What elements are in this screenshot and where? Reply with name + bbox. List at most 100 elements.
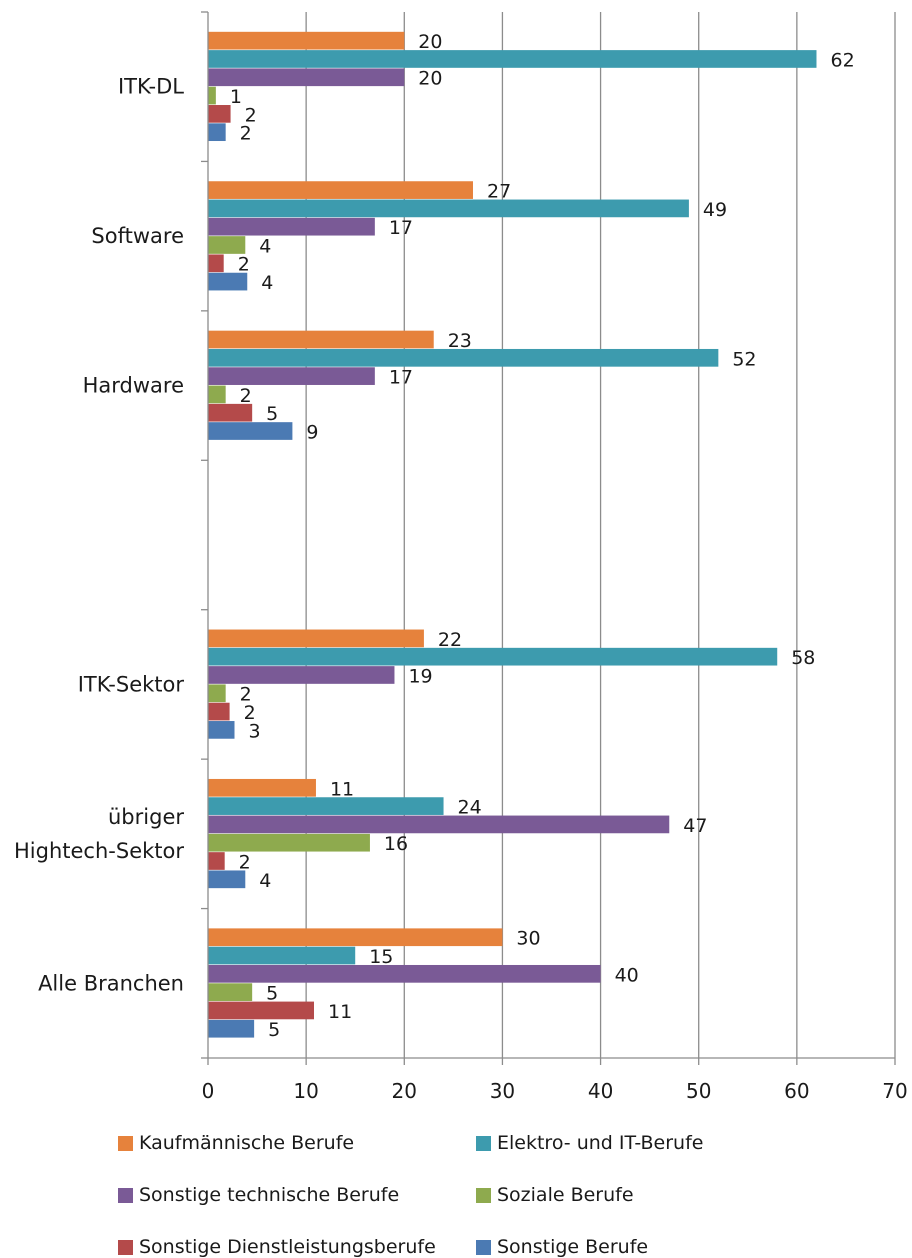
bar — [208, 181, 473, 199]
legend-label: Elektro- und IT-Berufe — [497, 1132, 704, 1154]
bar — [208, 946, 356, 965]
data-label: 40 — [615, 964, 639, 986]
legend-label: Kaufmännische Berufe — [139, 1132, 355, 1154]
bar — [208, 1001, 314, 1020]
data-label: 2 — [245, 104, 257, 126]
bar — [208, 797, 444, 815]
data-label: 19 — [408, 665, 432, 687]
legend-item: Elektro- und IT-Berufe — [476, 1132, 703, 1154]
bars — [208, 31, 817, 1038]
data-label: 4 — [259, 870, 271, 892]
x-tick-label: 50 — [686, 1079, 711, 1103]
bar — [208, 647, 778, 666]
legend-swatch — [476, 1187, 491, 1203]
data-label: 1 — [230, 86, 242, 108]
category-label: ITK-DL — [118, 75, 184, 99]
data-label: 47 — [683, 815, 707, 837]
data-label: 58 — [791, 647, 815, 669]
bar — [208, 367, 375, 385]
data-label: 2 — [239, 851, 251, 873]
legend-item: Sonstige Berufe — [476, 1236, 648, 1258]
x-tick-label: 0 — [202, 1079, 215, 1103]
bar — [208, 702, 230, 721]
bar — [208, 123, 226, 142]
bar — [208, 422, 293, 440]
bar — [208, 721, 235, 739]
data-label: 5 — [268, 1019, 280, 1041]
data-label: 15 — [369, 946, 393, 968]
axes — [201, 11, 896, 1065]
category-label: Hardware — [83, 374, 184, 398]
legend-label: Soziale Berufe — [497, 1184, 634, 1206]
category-labels: Alle Branchen übriger Hightech-Sektor ITK-S… — [14, 75, 184, 996]
legend-label: Sonstige Berufe — [497, 1236, 649, 1258]
bar — [208, 815, 670, 834]
data-label: 52 — [732, 348, 756, 370]
bar — [208, 50, 817, 68]
legend-swatch — [118, 1239, 133, 1255]
legend-item: Sonstige Dienstleistungsberufe — [118, 1236, 436, 1258]
data-label: 27 — [487, 181, 511, 203]
data-label: 2 — [240, 385, 252, 407]
category-label: Software — [91, 224, 184, 248]
bar — [208, 217, 375, 236]
bar — [208, 272, 248, 291]
bar — [208, 236, 246, 254]
data-label: 2 — [244, 702, 256, 724]
category-label: ITK-Sektor — [78, 672, 185, 696]
value-labels: 3015405115112447162422581922323521725927… — [230, 31, 855, 1041]
legend-swatch — [118, 1187, 133, 1203]
bar — [208, 68, 405, 87]
data-label: 2 — [240, 684, 252, 706]
data-label: 22 — [438, 629, 462, 651]
x-tick-labels: 0 10 20 30 40 50 60 70 — [202, 1079, 908, 1103]
legend-item: Sonstige technische Berufe — [118, 1184, 399, 1206]
data-label: 49 — [703, 199, 727, 221]
legend-swatch — [476, 1135, 491, 1151]
legend-item: Soziale Berufe — [476, 1184, 634, 1206]
bar — [208, 86, 216, 105]
data-label: 9 — [306, 421, 318, 443]
legend-label: Sonstige technische Berufe — [139, 1184, 400, 1206]
data-label: 3 — [248, 720, 260, 742]
bar — [208, 199, 689, 218]
bar — [208, 403, 253, 422]
bar — [208, 833, 370, 852]
legend-label: Sonstige Dienstleistungsberufe — [139, 1236, 436, 1258]
bar — [208, 870, 246, 889]
data-label: 2 — [238, 254, 250, 276]
bar — [208, 684, 226, 703]
data-label: 20 — [418, 68, 442, 90]
legend-item: Kaufmännische Berufe — [118, 1132, 354, 1154]
data-label: 30 — [516, 928, 540, 950]
data-label: 62 — [830, 49, 854, 71]
bar — [208, 964, 601, 983]
data-label: 16 — [384, 833, 408, 855]
bar — [208, 666, 395, 684]
data-label: 4 — [261, 272, 273, 294]
bar — [208, 348, 719, 367]
data-label: 17 — [389, 367, 413, 389]
data-label: 23 — [448, 330, 472, 352]
x-tick-label: 60 — [784, 1079, 809, 1103]
bar — [208, 928, 503, 947]
data-label: 5 — [266, 403, 278, 425]
bar — [208, 31, 405, 50]
legend-swatch — [476, 1239, 491, 1255]
bar — [208, 629, 424, 648]
data-label: 2 — [240, 123, 252, 145]
x-tick-label: 30 — [490, 1079, 515, 1103]
x-tick-label: 10 — [293, 1079, 318, 1103]
data-label: 11 — [330, 778, 354, 800]
data-label: 24 — [458, 797, 482, 819]
data-label: 11 — [328, 1001, 352, 1023]
data-label: 20 — [418, 31, 442, 53]
bar — [208, 983, 253, 1001]
category-label: Hightech-Sektor — [14, 839, 184, 863]
category-label: Alle Branchen — [38, 971, 184, 995]
x-tick-label: 20 — [392, 1079, 417, 1103]
x-tick-label: 40 — [588, 1079, 613, 1103]
data-label: 17 — [389, 217, 413, 239]
data-label: 4 — [259, 235, 271, 257]
